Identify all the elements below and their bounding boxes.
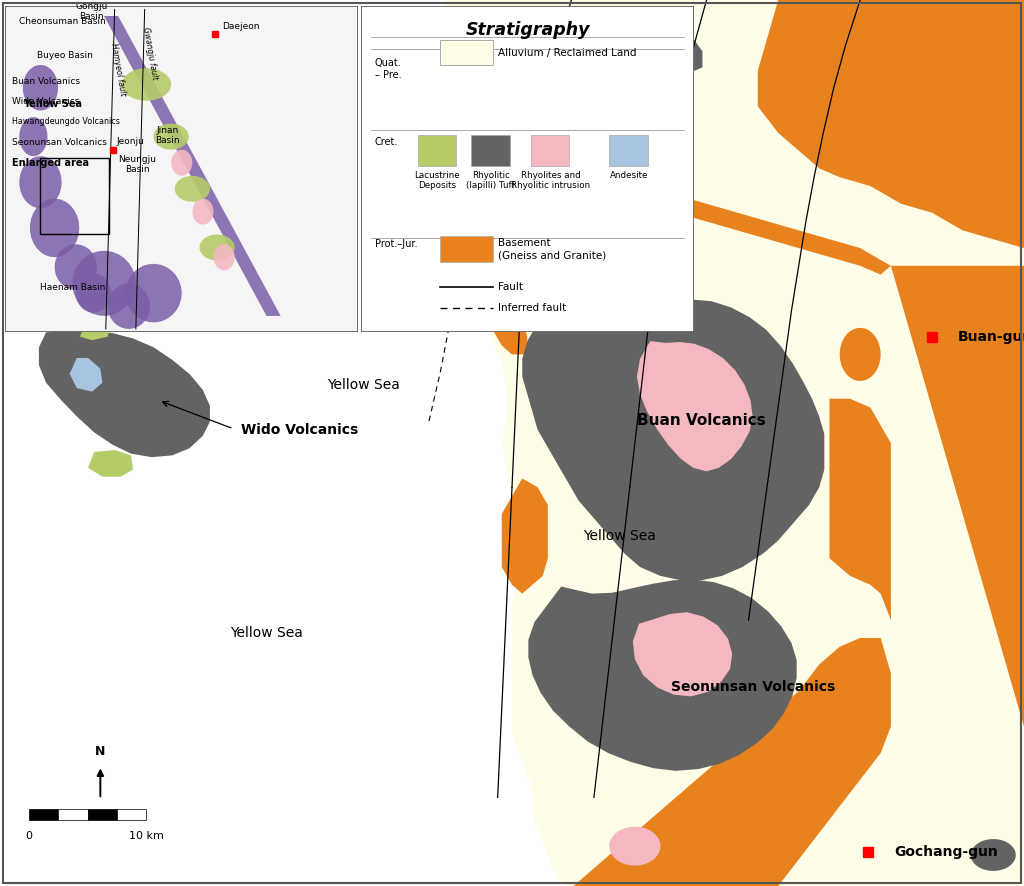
Polygon shape — [175, 175, 210, 202]
Polygon shape — [125, 264, 182, 323]
Text: Enlarged area: Enlarged area — [12, 158, 89, 168]
Polygon shape — [19, 156, 61, 208]
Text: Wido Volcanics: Wido Volcanics — [12, 97, 80, 106]
Text: Gwangju fault: Gwangju fault — [140, 26, 159, 80]
Polygon shape — [23, 65, 58, 111]
Polygon shape — [30, 198, 79, 257]
Text: Buan-gun: Buan-gun — [957, 330, 1024, 344]
Bar — [471, 135, 510, 166]
Bar — [58, 809, 88, 820]
Polygon shape — [492, 301, 527, 354]
Bar — [29, 809, 58, 820]
Polygon shape — [88, 450, 133, 477]
Text: Yellow Sea: Yellow Sea — [229, 626, 303, 641]
Text: N: N — [95, 745, 105, 758]
Polygon shape — [522, 288, 824, 580]
Text: Andesite: Andesite — [609, 171, 648, 180]
Polygon shape — [39, 331, 210, 457]
Polygon shape — [637, 341, 753, 471]
Text: Wido Volcanics: Wido Volcanics — [241, 423, 358, 437]
Text: Hawangdeungdo Volcanics: Hawangdeungdo Volcanics — [12, 117, 120, 126]
Bar — [439, 236, 493, 262]
Bar — [439, 41, 493, 65]
Polygon shape — [758, 0, 1024, 248]
Text: Haenam Basin: Haenam Basin — [40, 283, 105, 291]
Polygon shape — [214, 245, 234, 270]
Text: Cheonsuman Basin: Cheonsuman Basin — [19, 17, 106, 26]
Polygon shape — [80, 321, 111, 340]
Text: Hamyeol fault: Hamyeol fault — [110, 43, 127, 97]
Text: Jeonju: Jeonju — [117, 136, 144, 146]
Text: Fault: Fault — [498, 282, 523, 291]
Text: 10 km: 10 km — [129, 831, 164, 841]
Text: Quat.
– Pre.: Quat. – Pre. — [375, 58, 401, 80]
Text: Gochang-gun: Gochang-gun — [894, 845, 997, 859]
Bar — [117, 809, 146, 820]
Polygon shape — [524, 253, 561, 278]
Polygon shape — [633, 612, 732, 696]
Polygon shape — [527, 268, 575, 301]
Text: Rhyolitic
(lapilli) Tuff: Rhyolitic (lapilli) Tuff — [466, 171, 515, 190]
Polygon shape — [92, 309, 129, 332]
Text: Yellow Sea: Yellow Sea — [583, 529, 656, 543]
Text: Buan Volcanics: Buan Volcanics — [12, 77, 80, 87]
Text: Seonunsan Volcanics: Seonunsan Volcanics — [671, 680, 835, 694]
Polygon shape — [73, 251, 136, 316]
Polygon shape — [532, 124, 891, 275]
Polygon shape — [891, 266, 1024, 727]
Text: Basement
(Gneiss and Granite): Basement (Gneiss and Granite) — [498, 238, 606, 260]
Bar — [88, 809, 117, 820]
Text: Buyeo Basin: Buyeo Basin — [37, 51, 93, 60]
Polygon shape — [502, 478, 548, 594]
Polygon shape — [528, 579, 797, 771]
Polygon shape — [122, 68, 171, 101]
Text: Seonunsan Volcanics: Seonunsan Volcanics — [12, 137, 108, 147]
Text: Stratigraphy: Stratigraphy — [466, 21, 590, 39]
Polygon shape — [154, 124, 188, 150]
Bar — [609, 135, 647, 166]
Text: Neungju
Basin: Neungju Basin — [119, 155, 157, 175]
Text: Lacustrine
Deposits: Lacustrine Deposits — [415, 171, 460, 190]
Polygon shape — [19, 117, 47, 156]
Polygon shape — [171, 150, 193, 175]
Bar — [531, 135, 569, 166]
Polygon shape — [200, 235, 234, 260]
Text: Yellow Sea: Yellow Sea — [327, 378, 400, 392]
Text: Buan Volcanics: Buan Volcanics — [637, 414, 766, 428]
Text: Cret.: Cret. — [375, 136, 398, 146]
Polygon shape — [971, 839, 1016, 871]
Text: 0: 0 — [26, 831, 32, 841]
Text: Rhyolites and
Rhyolitic intrusion: Rhyolites and Rhyolitic intrusion — [511, 171, 590, 190]
Polygon shape — [54, 245, 97, 290]
Polygon shape — [500, 238, 545, 267]
Polygon shape — [76, 274, 111, 313]
Polygon shape — [840, 328, 881, 381]
Polygon shape — [609, 827, 660, 866]
Polygon shape — [108, 284, 150, 329]
Polygon shape — [193, 198, 214, 225]
Text: Daejeon: Daejeon — [222, 22, 260, 31]
Polygon shape — [104, 16, 281, 316]
Bar — [418, 135, 457, 166]
Polygon shape — [671, 35, 702, 73]
Bar — [40, 158, 110, 235]
Text: Prot.–Jur.: Prot.–Jur. — [375, 239, 418, 249]
Polygon shape — [829, 399, 891, 620]
Polygon shape — [70, 358, 102, 392]
Text: Yellow Sea: Yellow Sea — [23, 99, 82, 109]
Polygon shape — [445, 0, 1024, 886]
Text: Jinan
Basin: Jinan Basin — [156, 126, 180, 145]
Text: Alluvium / Reclaimed Land: Alluvium / Reclaimed Land — [498, 48, 637, 58]
Polygon shape — [532, 214, 584, 246]
Polygon shape — [573, 638, 891, 886]
Text: Gongju
Basin: Gongju Basin — [76, 2, 108, 21]
Text: Inferred fault: Inferred fault — [498, 303, 566, 313]
